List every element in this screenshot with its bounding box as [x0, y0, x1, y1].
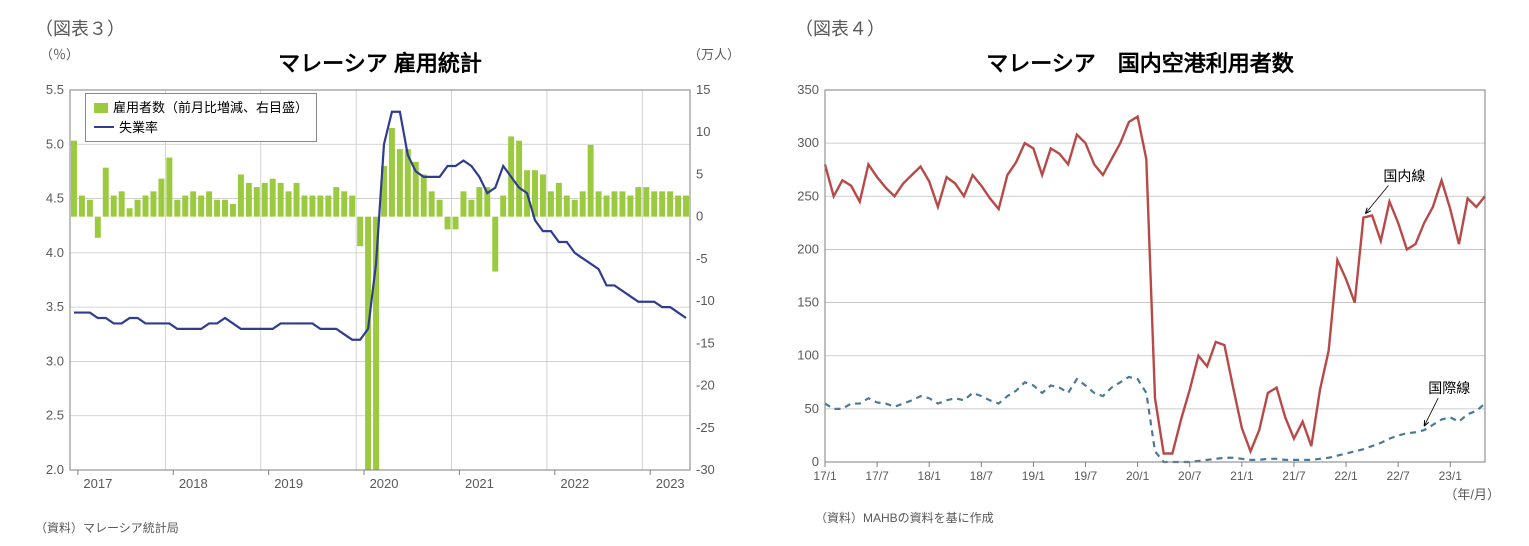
svg-text:350: 350 [797, 82, 819, 97]
svg-text:17/7: 17/7 [865, 469, 889, 483]
svg-text:19/7: 19/7 [1074, 469, 1098, 483]
svg-text:18/7: 18/7 [970, 469, 994, 483]
chart-4-svg: 0 50 100 150 200 250 300 350 17/1 17/7 18/1 18/7 19/… [770, 80, 1510, 500]
svg-text:3.0: 3.0 [46, 353, 64, 368]
svg-text:300: 300 [797, 135, 819, 150]
svg-text:5.5: 5.5 [46, 82, 64, 97]
chart-3-legend-bar-label: 雇用者数（前月比増減、右目盛） [113, 98, 308, 118]
svg-text:-15: -15 [696, 335, 715, 350]
svg-text:150: 150 [797, 295, 819, 310]
svg-text:0: 0 [696, 209, 703, 224]
svg-text:22/1: 22/1 [1334, 469, 1358, 483]
svg-text:2022: 2022 [560, 476, 589, 491]
svg-text:-5: -5 [696, 251, 708, 266]
svg-text:4.0: 4.0 [46, 245, 64, 260]
svg-text:-30: -30 [696, 462, 715, 477]
svg-text:2019: 2019 [274, 476, 303, 491]
chart-3-panel: （図表３） （％） マレーシア 雇用統計 （万人） 2.0 2.5 3.0 3.5 4.… [10, 10, 750, 536]
chart-4-fig-label: （図表４） [795, 15, 1510, 41]
chart-3-title: マレーシア 雇用統計 [10, 46, 750, 78]
chart-3-fig-label: （図表３） [35, 15, 750, 41]
chart-3-legend-bar: 雇用者数（前月比増減、右目盛） [94, 98, 308, 118]
svg-text:50: 50 [805, 401, 819, 416]
chart-3-legend-line: 失業率 [94, 118, 308, 138]
chart-4-source: （資料）MAHBの資料を基に作成 [815, 509, 1510, 526]
chart-4-title: マレーシア 国内空港利用者数 [770, 46, 1510, 78]
svg-text:17/1: 17/1 [813, 469, 837, 483]
svg-text:2020: 2020 [370, 476, 399, 491]
svg-text:19/1: 19/1 [1022, 469, 1046, 483]
chart-3-right-unit: （万人） [688, 44, 740, 63]
chart-3-source: （資料）マレーシア統計局 [35, 519, 750, 536]
svg-text:5: 5 [696, 166, 703, 181]
svg-text:2018: 2018 [179, 476, 208, 491]
svg-text:-25: -25 [696, 420, 715, 435]
line-swatch-icon [94, 126, 114, 128]
svg-text:20/7: 20/7 [1178, 469, 1202, 483]
chart-4-label-intl: 国際線 [1428, 378, 1470, 398]
chart-3-left-unit: （％） [40, 44, 79, 63]
svg-text:2.5: 2.5 [46, 408, 64, 423]
svg-text:-20: -20 [696, 378, 715, 393]
svg-text:2.0: 2.0 [46, 462, 64, 477]
svg-text:10: 10 [696, 124, 710, 139]
chart-4-label-domestic: 国内線 [1383, 166, 1425, 186]
chart-4-xaxis-label: （年/月） [1444, 484, 1500, 503]
svg-text:5.0: 5.0 [46, 136, 64, 151]
svg-text:3.5: 3.5 [46, 299, 64, 314]
bar-swatch-icon [94, 103, 108, 113]
svg-text:18/1: 18/1 [918, 469, 942, 483]
svg-text:100: 100 [797, 348, 819, 363]
svg-text:2017: 2017 [83, 476, 112, 491]
chart-3-legend: 雇用者数（前月比増減、右目盛） 失業率 [85, 93, 317, 142]
svg-text:4.5: 4.5 [46, 191, 64, 206]
chart-4-panel: （図表４） マレーシア 国内空港利用者数 0 50 100 150 200 250 300 3… [770, 10, 1510, 536]
svg-text:0: 0 [812, 454, 819, 469]
svg-text:23/1: 23/1 [1439, 469, 1463, 483]
svg-text:-10: -10 [696, 293, 715, 308]
chart-3-svg: 2.0 2.5 3.0 3.5 4.0 4.5 5.0 5.5 -30 -25 -20 -15 -10 -… [10, 80, 750, 510]
svg-text:21/7: 21/7 [1282, 469, 1306, 483]
svg-text:15: 15 [696, 82, 710, 97]
svg-text:250: 250 [797, 188, 819, 203]
svg-text:21/1: 21/1 [1230, 469, 1254, 483]
svg-text:2021: 2021 [465, 476, 494, 491]
svg-text:22/7: 22/7 [1386, 469, 1410, 483]
svg-text:2023: 2023 [656, 476, 685, 491]
svg-text:200: 200 [797, 241, 819, 256]
chart-3-legend-line-label: 失業率 [119, 118, 158, 138]
svg-text:20/1: 20/1 [1126, 469, 1150, 483]
